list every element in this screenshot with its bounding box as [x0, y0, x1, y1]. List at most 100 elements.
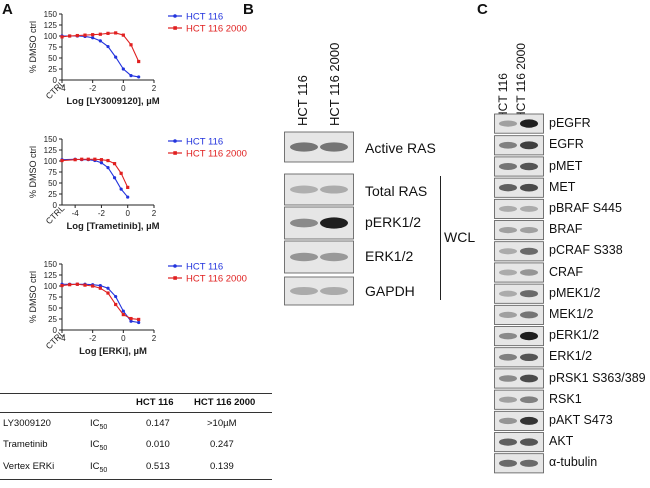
- blot-c-band: [499, 332, 517, 340]
- band-label: pCRAF S338: [549, 243, 623, 258]
- blot-c-band: [520, 438, 538, 446]
- data-point: [112, 176, 117, 180]
- y-tick-label: 25: [48, 315, 57, 324]
- blot-c-band: [499, 205, 517, 212]
- wcl-bracket-line: [440, 176, 441, 300]
- blot-c-band: [499, 269, 517, 276]
- data-point: [98, 286, 102, 290]
- band-label: pRSK1 S363/389: [549, 370, 646, 385]
- x-tick-label: -4: [58, 334, 66, 343]
- table-header-hct116: HCT 116: [136, 397, 174, 408]
- table-header-rule: [0, 412, 272, 413]
- ctrl-label: CTRL: [44, 203, 67, 226]
- y-tick-label: 25: [48, 65, 57, 74]
- wcl-label: WCL: [444, 229, 476, 245]
- data-point: [68, 283, 72, 287]
- blot-c-strip: [494, 453, 544, 474]
- table-header-row: HCT 116 HCT 116 2000: [0, 397, 272, 411]
- data-point: [106, 31, 110, 35]
- y-tick-label: 150: [44, 10, 58, 19]
- blot-c-strip: [494, 156, 544, 177]
- x-tick-label: -2: [89, 84, 97, 93]
- blot-c-strip: [494, 241, 544, 262]
- blot-b-band: [320, 252, 348, 262]
- blot-b-band: [320, 185, 348, 194]
- blot-c-band: [520, 269, 538, 276]
- blot-c-band: [520, 396, 538, 404]
- data-point: [75, 33, 79, 38]
- western-blot-b: [284, 131, 354, 306]
- band-label: pEGFR: [549, 115, 591, 130]
- table-top-rule: [0, 393, 272, 394]
- blot-c-band: [520, 311, 538, 319]
- blot-c-band: [499, 438, 517, 446]
- blot-c-strip: [494, 198, 544, 219]
- band-label: BRAF: [549, 222, 583, 237]
- data-point: [137, 75, 141, 79]
- band-label: MET: [549, 179, 576, 194]
- x-axis-title: Log [LY3009120], µM: [66, 96, 159, 107]
- y-tick-label: 125: [44, 21, 58, 30]
- table-row: Vertex ERKi IC50 0.513 0.139: [0, 461, 272, 475]
- band-label: EGFR: [549, 137, 584, 152]
- blot-c-band: [499, 417, 517, 425]
- table-row: Trametinib IC50 0.010 0.247: [0, 439, 272, 453]
- blot-b-band: [290, 218, 318, 228]
- y-tick-label: 125: [44, 271, 58, 280]
- data-point: [75, 282, 79, 286]
- band-label: pBRAF S445: [549, 200, 622, 215]
- y-tick-label: 0: [53, 326, 58, 335]
- data-point: [83, 283, 87, 287]
- lane-label-hct116: HCT 116: [295, 75, 310, 126]
- y-tick-label: 75: [48, 168, 57, 177]
- series-line-hct116-2000: [61, 158, 129, 188]
- blot-c-band: [499, 163, 517, 170]
- data-point: [106, 291, 110, 295]
- table-row: LY3009120 IC50 0.147 >10µM: [0, 418, 272, 432]
- band-label: ERK1/2: [549, 349, 593, 364]
- data-point: [80, 157, 84, 161]
- blot-b-band: [290, 286, 318, 296]
- legend-label: HCT 116: [186, 137, 223, 148]
- table-cell-hct116: 0.147: [146, 418, 170, 429]
- x-tick-label: -2: [89, 334, 97, 343]
- band-label: pMET: [549, 158, 583, 173]
- blot-c-band: [499, 311, 517, 319]
- table-cell-hct116-2000: >10µM: [207, 418, 237, 429]
- blot-c-band: [499, 396, 517, 403]
- x-tick-label: 2: [152, 84, 157, 93]
- table-cell-hct116: 0.513: [146, 461, 170, 472]
- blot-c-strip: [494, 262, 544, 283]
- blot-c-band: [520, 183, 538, 192]
- data-point: [91, 33, 95, 37]
- data-point: [129, 43, 133, 47]
- data-point: [91, 36, 95, 40]
- blot-c-band: [520, 247, 538, 255]
- table-cell-metric: IC50: [90, 439, 108, 452]
- data-point: [114, 302, 118, 307]
- blot-c-band: [520, 353, 538, 362]
- y-tick-label: 0: [53, 201, 58, 210]
- data-point: [121, 67, 125, 71]
- panel-label-a: A: [2, 1, 13, 18]
- blot-b-band: [320, 286, 348, 296]
- blot-b-band: [320, 142, 348, 152]
- x-tick-label: 2: [152, 209, 157, 218]
- blot-c-band: [520, 205, 538, 212]
- table-cell-hct116-2000: 0.139: [210, 461, 234, 472]
- data-point: [114, 294, 118, 299]
- band-label: α-tubulin: [549, 455, 598, 470]
- band-label-total-ras: Total RAS: [365, 183, 428, 199]
- blot-c-band: [499, 120, 517, 127]
- band-label: pERK1/2: [549, 328, 600, 343]
- data-point: [119, 171, 123, 175]
- blot-c-band: [499, 184, 517, 192]
- table-cell-drug: Trametinib: [3, 439, 48, 450]
- data-point: [126, 195, 130, 199]
- legend-marker: [173, 14, 177, 18]
- y-tick-label: 75: [48, 293, 57, 302]
- y-axis-title: % DMSO ctrl: [28, 21, 38, 73]
- legend-marker: [173, 264, 177, 268]
- data-point: [137, 320, 141, 325]
